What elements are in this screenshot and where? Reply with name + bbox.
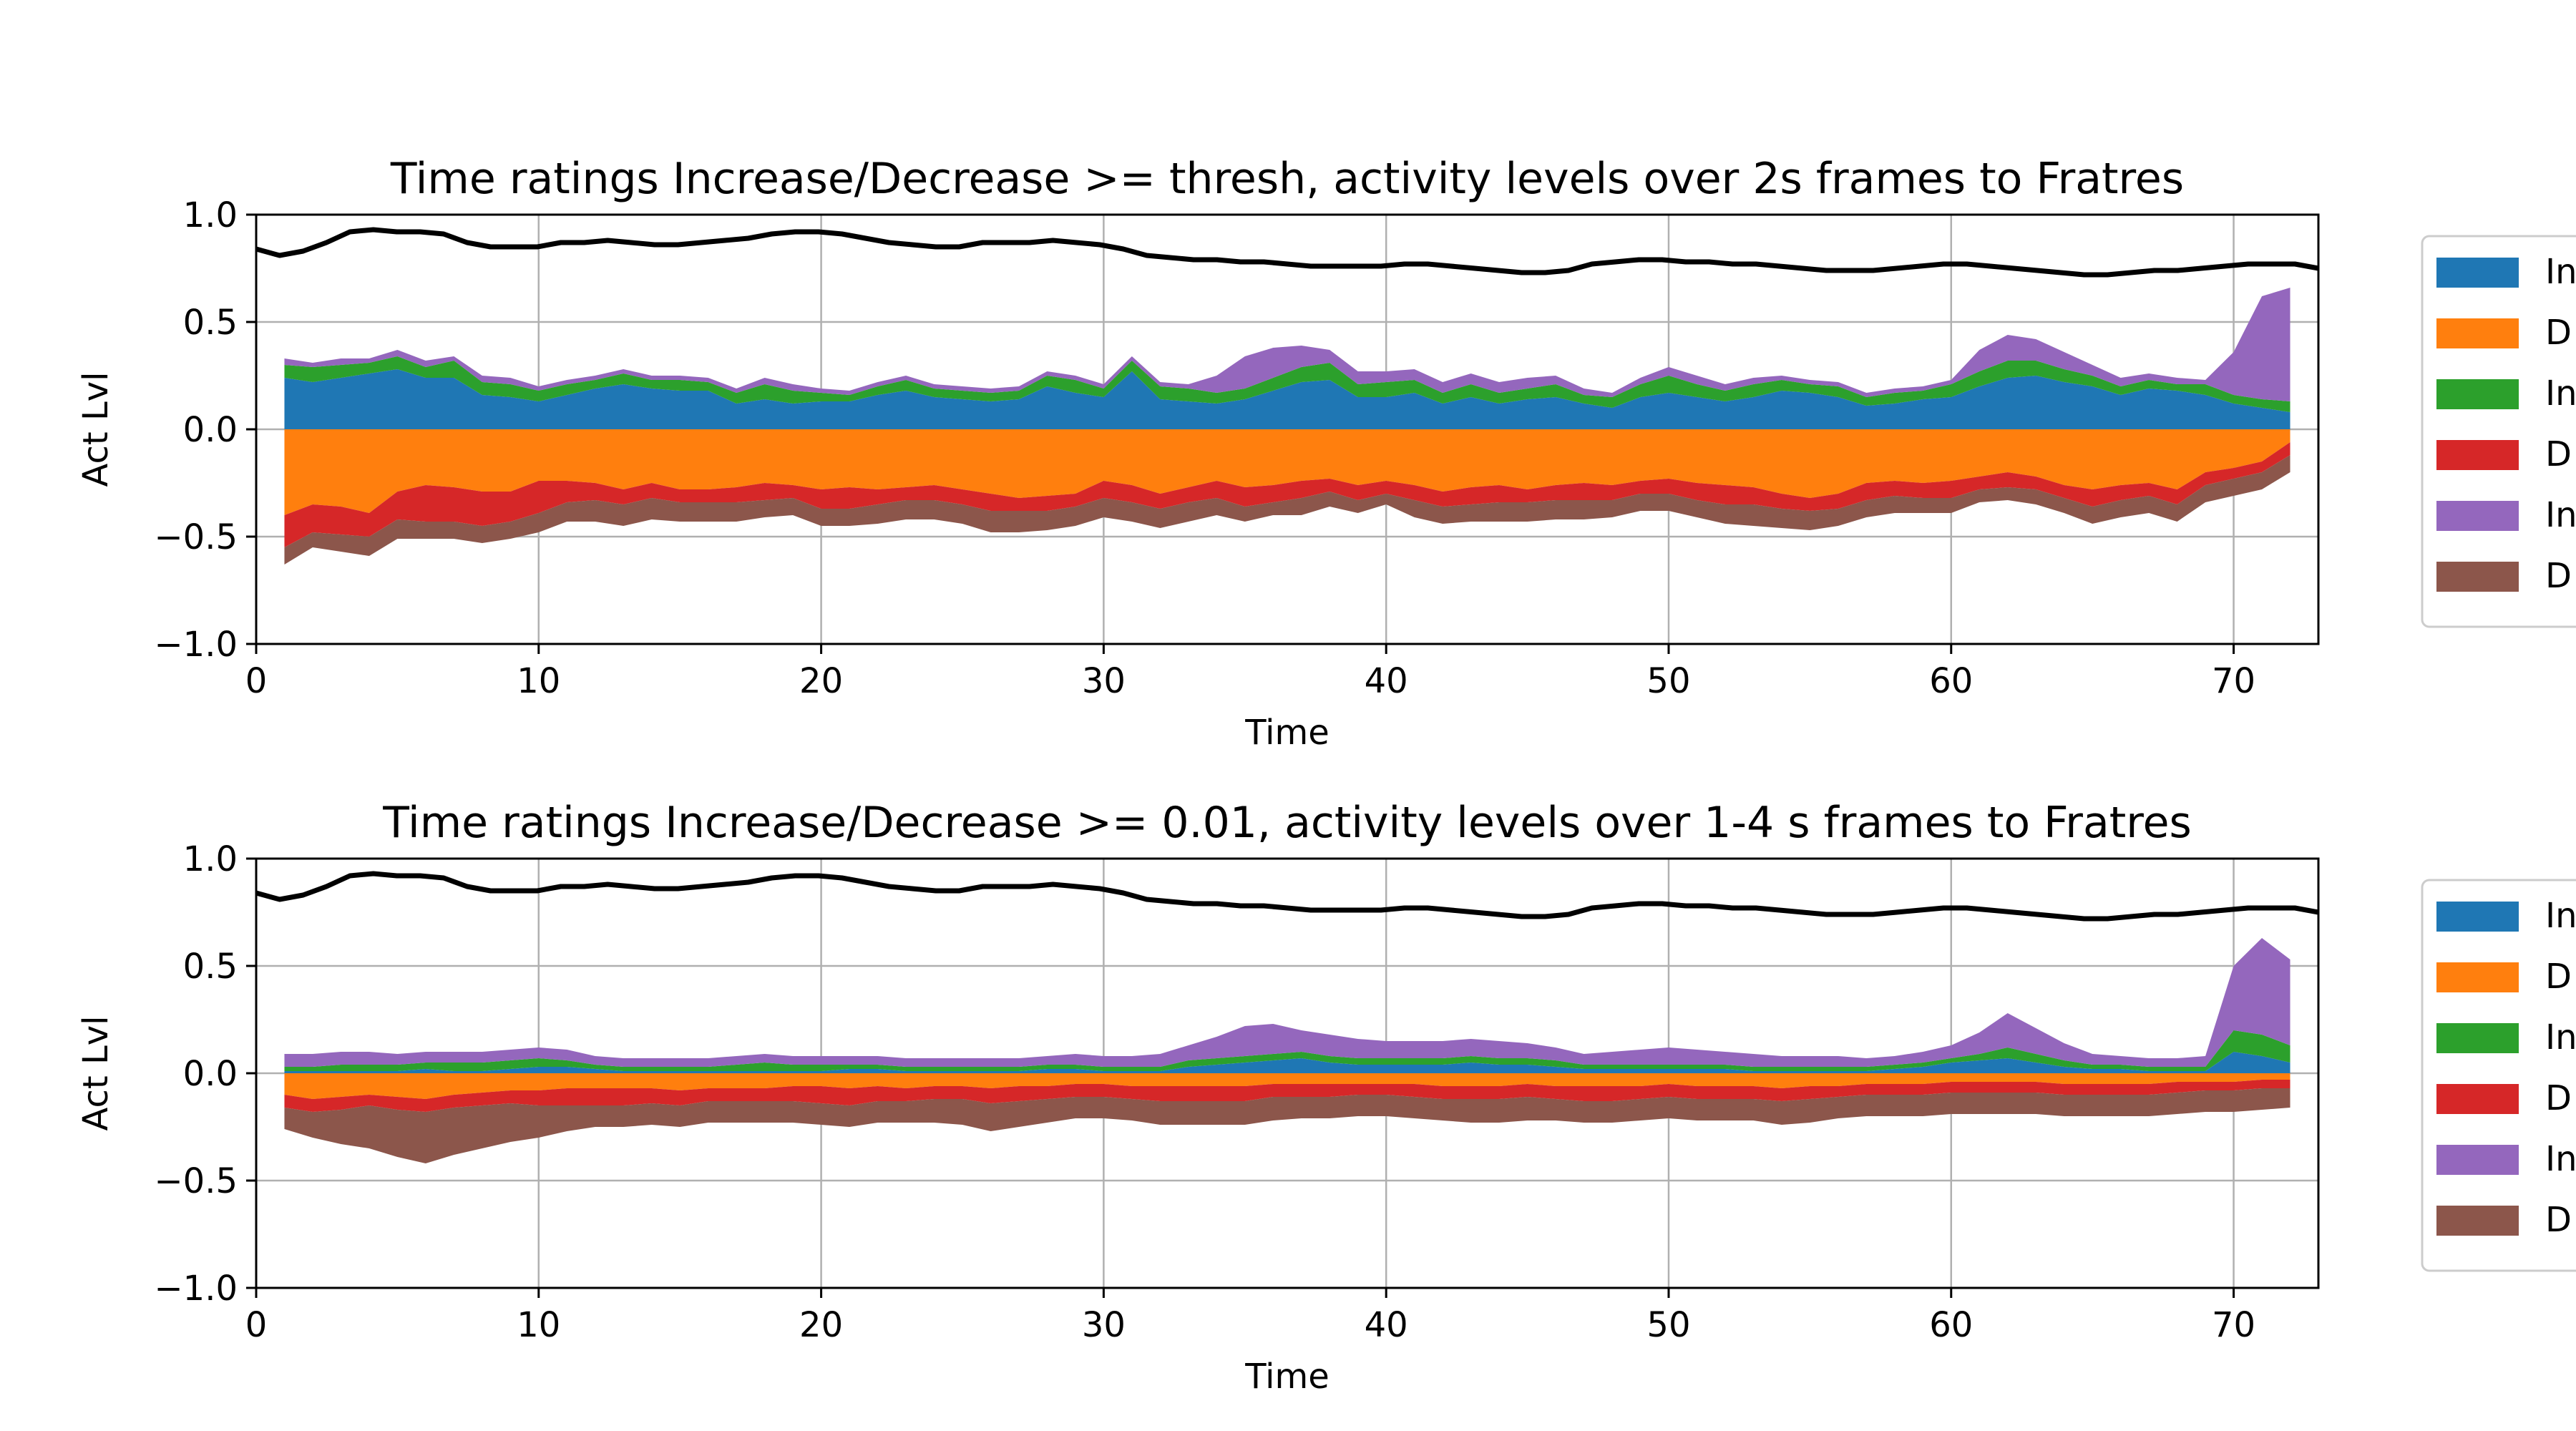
chart-0-legend-swatch-0: [2436, 258, 2519, 288]
chart-1-legend-label-5: D: [2545, 1200, 2572, 1240]
chart-1-title: Time ratings Increase/Decrease >= 0.01, …: [382, 798, 2192, 848]
chart-0-area-series-3: [284, 442, 2290, 547]
chart-0-legend-label-0: In: [2545, 252, 2576, 292]
chart-1-legend-swatch-1: [2436, 962, 2519, 992]
chart-0-xtick-label-3: 30: [1082, 661, 1126, 701]
chart-0-xtick-label-0: 0: [245, 661, 268, 701]
chart-1-activity-line: [255, 871, 2319, 922]
chart-panel-bottom: Time ratings Increase/Decrease >= 0.01, …: [76, 798, 2576, 1397]
chart-0-xtick-label-5: 50: [1646, 661, 1690, 701]
chart-1-xtick-label-6: 60: [1929, 1305, 1973, 1345]
chart-1-ytick-label-4: −1.0: [154, 1269, 238, 1309]
chart-0-xtick-label-7: 70: [2212, 661, 2255, 701]
chart-1-legend-label-3: D: [2545, 1078, 2572, 1118]
chart-1-xtick-label-4: 40: [1365, 1305, 1408, 1345]
chart-1-ylabel: Act Lvl: [76, 1016, 116, 1131]
chart-0-legend-swatch-5: [2436, 562, 2519, 592]
chart-1-xtick-label-3: 30: [1082, 1305, 1126, 1345]
chart-1-area-series-0: [284, 1052, 2290, 1073]
chart-1-legend-swatch-0: [2436, 902, 2519, 932]
chart-1-ytick-label-1: 0.5: [183, 947, 238, 987]
chart-panel-top: Time ratings Increase/Decrease >= thresh…: [76, 154, 2576, 753]
chart-0-legend-swatch-1: [2436, 318, 2519, 348]
chart-0-xtick-label-1: 10: [517, 661, 560, 701]
chart-0-ytick-label-1: 0.5: [183, 303, 238, 343]
chart-1-xlabel: Time: [1244, 1357, 1329, 1397]
chart-1-legend-label-0: In: [2545, 896, 2576, 936]
chart-1-legend-swatch-5: [2436, 1206, 2519, 1236]
chart-0-legend-label-2: In: [2545, 373, 2576, 414]
chart-0-ytick-label-2: 0.0: [183, 410, 238, 450]
chart-0-legend-label-3: D: [2545, 434, 2572, 474]
chart-0-area-series-2: [284, 356, 2290, 412]
chart-0-legend-swatch-3: [2436, 440, 2519, 470]
chart-0-xlabel: Time: [1244, 713, 1329, 753]
chart-1-legend-label-4: In: [2545, 1139, 2576, 1179]
chart-0-legend-label-4: In: [2545, 495, 2576, 535]
chart-0-xtick-label-2: 20: [799, 661, 843, 701]
chart-0-legend-label-5: D: [2545, 556, 2572, 596]
chart-1-area-series-5: [284, 1088, 2290, 1163]
chart-1-area-series-4: [284, 938, 2290, 1067]
chart-1-xtick-label-1: 10: [517, 1305, 560, 1345]
chart-1-legend-label-2: In: [2545, 1017, 2576, 1058]
chart-1-legend-swatch-2: [2436, 1023, 2519, 1053]
chart-0-ytick-label-0: 1.0: [183, 195, 238, 235]
chart-1-area-series-2: [284, 1030, 2290, 1071]
chart-1-xtick-label-7: 70: [2212, 1305, 2255, 1345]
chart-1-xtick-label-5: 50: [1646, 1305, 1690, 1345]
chart-0-activity-line: [255, 227, 2319, 278]
chart-0-xtick-label-6: 60: [1929, 661, 1973, 701]
chart-1-legend-swatch-4: [2436, 1145, 2519, 1175]
chart-1-ytick-label-3: −0.5: [154, 1161, 238, 1201]
chart-0-ylabel: Act Lvl: [76, 372, 116, 487]
chart-0-title: Time ratings Increase/Decrease >= thresh…: [390, 154, 2184, 204]
chart-0-legend-label-1: D: [2545, 313, 2572, 353]
chart-1-area-series-3: [284, 1080, 2290, 1112]
chart-1-legend-label-1: D: [2545, 957, 2572, 997]
chart-0-area-series-5: [284, 455, 2290, 565]
chart-1-xtick-label-2: 20: [799, 1305, 843, 1345]
chart-0-legend-swatch-4: [2436, 501, 2519, 531]
chart-0-legend-swatch-2: [2436, 379, 2519, 409]
chart-0-area-series-1: [284, 429, 2290, 515]
chart-1-xtick-label-0: 0: [245, 1305, 268, 1345]
chart-0-ytick-label-3: −0.5: [154, 517, 238, 557]
chart-1-area-series-1: [284, 1073, 2290, 1099]
chart-1-legend-swatch-3: [2436, 1084, 2519, 1114]
chart-0-area-series-0: [284, 369, 2290, 429]
chart-1-ytick-label-0: 1.0: [183, 839, 238, 879]
chart-0-xtick-label-4: 40: [1365, 661, 1408, 701]
chart-0-ytick-label-4: −1.0: [154, 625, 238, 665]
chart-1-ytick-label-2: 0.0: [183, 1054, 238, 1094]
